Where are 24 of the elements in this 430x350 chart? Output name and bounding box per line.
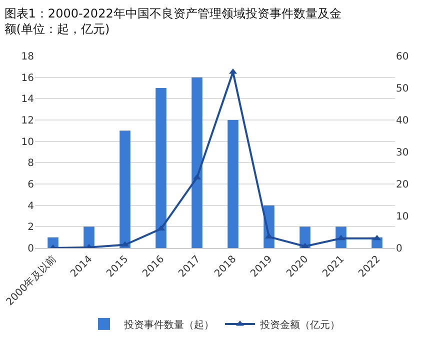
y2-tick-label: 50 <box>396 84 409 94</box>
chart-title: 图表1：2000-2022年中国不良资产管理领域投资事件数量及金额(单位：起，亿元) <box>4 6 342 36</box>
y2-tick-label: 60 <box>396 52 409 62</box>
y-tick-label: 0 <box>28 244 34 254</box>
y-tick-label: 8 <box>28 158 34 170</box>
bar <box>120 130 130 248</box>
legend-label: 投资金额（亿元） <box>259 318 340 331</box>
y-tick-label: 10 <box>21 136 34 148</box>
y2-tick-label: 20 <box>396 180 409 190</box>
y2-tick-label: 30 <box>396 148 409 158</box>
y-tick-label: 12 <box>21 116 34 126</box>
y-tick-label: 16 <box>21 72 34 84</box>
y-tick-label: 4 <box>28 200 34 212</box>
y2-tick-label: 40 <box>396 116 409 126</box>
y-tick-label: 14 <box>21 94 34 106</box>
y-tick-label: 6 <box>28 180 34 190</box>
y2-tick-label: 10 <box>396 212 409 222</box>
y2-tick-label: 0 <box>396 244 402 254</box>
y-tick-label: 18 <box>21 52 34 62</box>
bar <box>156 88 166 248</box>
y-tick-label: 2 <box>28 222 34 234</box>
bar <box>192 77 202 248</box>
legend-label: 投资事件数量（起） <box>123 318 214 331</box>
bar <box>228 120 238 248</box>
